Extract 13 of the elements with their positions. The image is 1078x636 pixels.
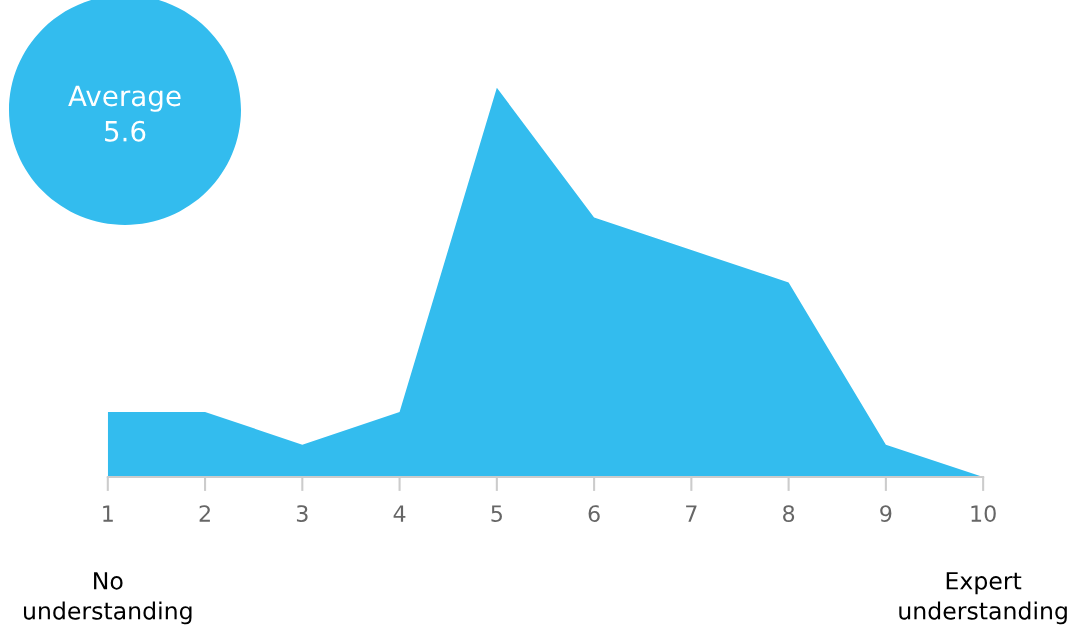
x-tick-label: 7 xyxy=(686,505,697,522)
text: Expert understanding xyxy=(899,572,1067,625)
x-tick-label: 1 xyxy=(103,505,113,522)
x-tick-label: 5 xyxy=(491,505,502,522)
x-tick-label: 6 xyxy=(588,505,600,522)
x-tick-label: 4 xyxy=(393,505,406,522)
x-tick-label: 10 xyxy=(971,505,996,522)
x-tick-label: 8 xyxy=(783,505,795,522)
x-tick-label: 9 xyxy=(880,505,892,522)
text: No understanding xyxy=(23,572,192,625)
annotation: Average 5.6 xyxy=(68,85,181,142)
x-tick-label: 3 xyxy=(296,505,308,522)
x-tick-label: 2 xyxy=(199,505,210,522)
